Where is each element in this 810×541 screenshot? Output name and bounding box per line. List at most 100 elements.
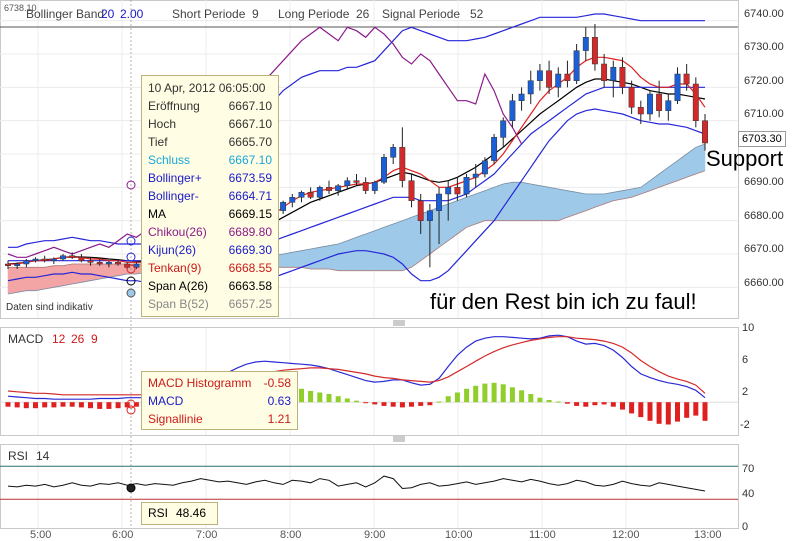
candle-body bbox=[23, 260, 30, 265]
time-tick: 9:00 bbox=[364, 529, 386, 541]
rsi-panel-label[interactable]: RSI bbox=[8, 449, 29, 463]
candle-body bbox=[692, 83, 699, 121]
ichimoku-cloud-segment bbox=[44, 265, 55, 290]
macd-tooltip-row: MACD Histogramm -0.58 bbox=[148, 374, 291, 392]
candle-body bbox=[546, 70, 553, 88]
crosshair-marker bbox=[126, 288, 136, 298]
macd-histogram-bar bbox=[445, 396, 451, 403]
tooltip-row-label: Span A(26) bbox=[148, 279, 209, 293]
macd-tooltip-row: Signallinie 1.21 bbox=[148, 410, 291, 428]
rsi-tick: 0 bbox=[742, 521, 749, 533]
macd-histogram-bar bbox=[665, 402, 671, 425]
price-tick: 6690.00 bbox=[744, 176, 784, 188]
candle-body bbox=[307, 192, 314, 198]
tooltip-row-value: 6667.10 bbox=[228, 99, 272, 113]
macd-signal-line bbox=[7, 336, 706, 396]
ichimoku-cloud-segment bbox=[402, 216, 412, 272]
macd-histogram-bar bbox=[702, 402, 708, 421]
macd-slow-period: 26 bbox=[71, 332, 85, 346]
ichimoku-cloud-segment bbox=[90, 263, 100, 281]
macd-tooltip-label: MACD bbox=[148, 394, 184, 408]
candle-body bbox=[41, 258, 48, 261]
long-period-label[interactable]: Long Periode bbox=[278, 7, 350, 21]
candle-body bbox=[78, 257, 85, 261]
tooltip-row: Schluss 6667.10 bbox=[148, 151, 272, 169]
candle-body bbox=[436, 193, 442, 211]
candle-body bbox=[481, 160, 488, 175]
candle-body bbox=[509, 100, 516, 121]
candle-body bbox=[573, 50, 580, 81]
macd-histogram-bar bbox=[491, 382, 497, 403]
rsi-tick: 70 bbox=[742, 463, 755, 475]
candle-body bbox=[674, 73, 681, 101]
bollinger-band-label[interactable]: Bollinger Band bbox=[26, 7, 105, 21]
ichimoku-cloud-segment bbox=[374, 226, 385, 271]
tooltip-row-label: Bollinger- bbox=[148, 189, 199, 203]
ichimoku-cloud-segment bbox=[475, 190, 486, 225]
macd-tick: -2 bbox=[740, 419, 750, 431]
macd-histogram-bar bbox=[381, 402, 387, 406]
macd-histogram-bar bbox=[354, 400, 359, 403]
crosshair-marker bbox=[126, 236, 136, 246]
tooltip-row-label: MA bbox=[148, 207, 166, 221]
macd-tick: 6 bbox=[742, 354, 749, 366]
candle-body bbox=[371, 182, 378, 191]
macd-histogram-bar bbox=[482, 383, 488, 403]
candle-body bbox=[500, 120, 507, 138]
candle-body bbox=[32, 258, 39, 261]
tooltip-row: Kijun(26) 6669.30 bbox=[148, 241, 272, 259]
ichimoku-cloud-segment bbox=[576, 192, 587, 215]
macd-histogram-bar bbox=[106, 402, 112, 409]
macd-tooltip-label: MACD Histogramm bbox=[148, 376, 252, 390]
candle-body bbox=[96, 262, 103, 265]
macd-histogram-bar bbox=[564, 402, 570, 404]
rsi-panel-frame bbox=[0, 444, 739, 529]
ichimoku-cloud-segment bbox=[108, 263, 119, 278]
candle-body bbox=[536, 70, 543, 81]
tooltip-row-value: 6664.71 bbox=[228, 189, 272, 203]
tooltip-row-label: Hoch bbox=[148, 117, 177, 131]
price-tick: 6710.00 bbox=[744, 108, 784, 120]
macd-histogram-bar bbox=[509, 387, 515, 403]
macd-histogram-bar bbox=[427, 402, 433, 406]
ichimoku-cloud-segment bbox=[521, 182, 531, 221]
candle-body bbox=[702, 120, 708, 144]
candle-body bbox=[527, 80, 534, 95]
time-tick: 6:00 bbox=[112, 529, 134, 541]
tooltip-row-value: 6667.10 bbox=[228, 153, 272, 167]
candle-body bbox=[591, 37, 598, 65]
macd-histogram-bar bbox=[299, 388, 304, 403]
macd-histogram-bar bbox=[115, 402, 121, 409]
macd-histogram-bar bbox=[684, 402, 690, 418]
candle-body bbox=[637, 107, 644, 115]
candle-body bbox=[14, 263, 21, 266]
tooltip-row: Bollinger+ 6673.59 bbox=[148, 169, 272, 187]
tooltip-row-value: 6668.55 bbox=[228, 261, 272, 275]
signal-period-label[interactable]: Signal Periode bbox=[382, 7, 461, 21]
tooltip-row-label: Chikou(26) bbox=[148, 225, 207, 239]
macd-histogram-bar bbox=[464, 388, 470, 403]
price-tick: 6680.00 bbox=[744, 210, 784, 222]
candle-body bbox=[289, 197, 296, 203]
price-tick: 6720.00 bbox=[744, 75, 784, 87]
macd-histogram-bar bbox=[69, 402, 75, 407]
macd-panel-label[interactable]: MACD bbox=[8, 332, 44, 346]
macd-histogram-bar bbox=[620, 402, 625, 410]
macd-histogram-bar bbox=[363, 402, 369, 404]
macd-histogram-bar bbox=[500, 384, 506, 403]
macd-histogram-bar bbox=[344, 398, 350, 403]
time-tick: 13:00 bbox=[694, 529, 722, 541]
candle-body bbox=[381, 157, 387, 183]
tooltip-row: Eröffnung 6667.10 bbox=[148, 97, 272, 115]
candle-body bbox=[619, 67, 626, 88]
short-period-label[interactable]: Short Periode bbox=[172, 7, 246, 21]
candle-body bbox=[463, 177, 470, 195]
macd-histogram-bar bbox=[51, 402, 57, 408]
ichimoku-cloud-segment bbox=[484, 186, 495, 221]
candle-body bbox=[426, 210, 433, 221]
tooltip-row-value: 6669.30 bbox=[228, 243, 272, 257]
price-tick: 6660.00 bbox=[744, 277, 784, 289]
tooltip-row: Span B(52) 6657.25 bbox=[148, 295, 272, 313]
macd-histogram-bar bbox=[60, 402, 66, 407]
candle-body bbox=[115, 262, 121, 265]
